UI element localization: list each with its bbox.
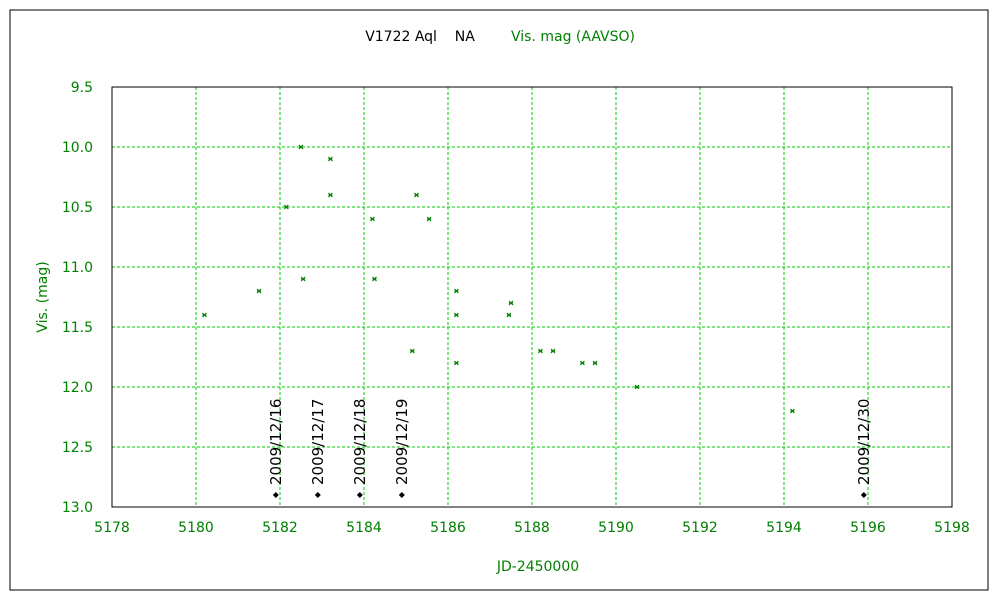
- data-point: [592, 360, 598, 366]
- data-point: [327, 192, 333, 198]
- data-point: [409, 348, 415, 354]
- x-tick-label: 5178: [94, 520, 130, 536]
- date-markers: 2009/12/16 2009/12/17 2009/12/18 2009/12/19…: [267, 399, 873, 498]
- date-marker-label: 2009/12/30: [855, 399, 873, 485]
- data-point: [579, 360, 585, 366]
- y-axis-label: Vis. (mag): [35, 261, 51, 332]
- legend-label: Vis. mag (AAVSO): [511, 29, 635, 45]
- x-tick-label: 5186: [430, 520, 466, 536]
- date-marker-label: 2009/12/18: [351, 399, 369, 485]
- tick-labels: 5178 5180 5182 5184 5186 5188 5190 5192 5194 5196…: [62, 80, 970, 536]
- data-point: [537, 348, 543, 354]
- x-tick-label: 5196: [850, 520, 886, 536]
- data-points: [201, 144, 795, 414]
- date-marker-label: 2009/12/17: [309, 399, 327, 485]
- data-point: [453, 288, 459, 294]
- x-tick-label: 5182: [262, 520, 298, 536]
- data-point: [634, 384, 640, 390]
- data-point: [506, 312, 512, 318]
- y-tick-label: 12.0: [62, 380, 93, 396]
- grid: [112, 87, 952, 507]
- date-marker: [314, 492, 321, 498]
- data-point: [283, 204, 289, 210]
- y-tick-label: 11.0: [62, 260, 93, 276]
- data-point: [426, 216, 432, 222]
- data-point: [300, 276, 306, 282]
- x-tick-label: 5192: [682, 520, 718, 536]
- data-point: [369, 216, 375, 222]
- y-tick-label: 11.5: [62, 320, 93, 336]
- x-axis-label: JD-2450000: [496, 559, 579, 575]
- data-point: [298, 144, 304, 150]
- data-point: [414, 192, 419, 198]
- data-point: [453, 360, 459, 366]
- x-tick-label: 5194: [766, 520, 802, 536]
- date-marker: [356, 492, 363, 498]
- date-marker: [860, 492, 867, 498]
- x-tick-label: 5184: [346, 520, 382, 536]
- y-tick-label: 13.0: [62, 500, 93, 516]
- x-tick-label: 5190: [598, 520, 634, 536]
- plot-frame: [111, 86, 953, 508]
- y-tick-label: 12.5: [62, 440, 93, 456]
- chart-title: V1722 Aql NA: [365, 29, 475, 45]
- date-marker-label: 2009/12/19: [393, 399, 411, 485]
- data-point: [453, 312, 459, 318]
- data-point: [327, 156, 333, 162]
- data-point: [372, 276, 377, 282]
- data-point: [550, 348, 556, 354]
- date-marker: [398, 492, 405, 498]
- data-point: [201, 312, 207, 318]
- x-tick-label: 5180: [178, 520, 214, 536]
- data-point: [256, 288, 262, 294]
- y-tick-label: 9.5: [71, 80, 93, 96]
- date-marker: [272, 492, 279, 498]
- x-tick-label: 5188: [514, 520, 550, 536]
- data-point: [789, 408, 795, 414]
- y-tick-label: 10.0: [62, 140, 93, 156]
- outer-frame: [9, 9, 989, 591]
- data-point: [508, 300, 514, 306]
- date-marker-label: 2009/12/16: [267, 399, 285, 485]
- y-tick-label: 10.5: [62, 200, 93, 216]
- x-tick-label: 5198: [934, 520, 970, 536]
